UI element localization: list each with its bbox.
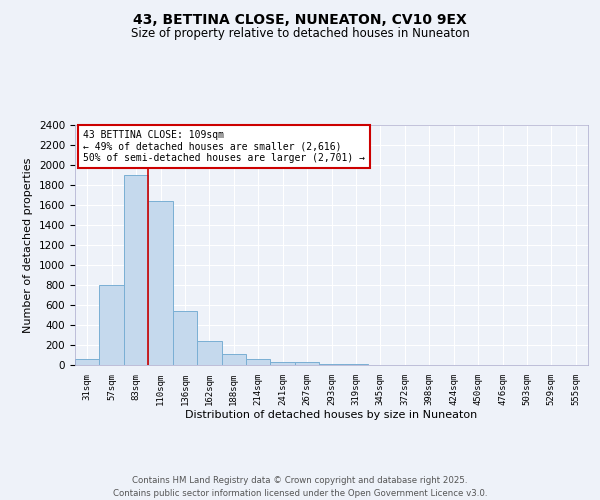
Text: 43, BETTINA CLOSE, NUNEATON, CV10 9EX: 43, BETTINA CLOSE, NUNEATON, CV10 9EX	[133, 12, 467, 26]
Bar	[197, 341, 221, 365]
Y-axis label: Number of detached properties: Number of detached properties	[23, 158, 34, 332]
X-axis label: Distribution of detached houses by size in Nuneaton: Distribution of detached houses by size …	[185, 410, 478, 420]
Bar	[319, 364, 344, 365]
Bar	[295, 362, 319, 365]
Bar	[75, 359, 100, 365]
Bar	[173, 311, 197, 365]
Text: 43 BETTINA CLOSE: 109sqm
← 49% of detached houses are smaller (2,616)
50% of sem: 43 BETTINA CLOSE: 109sqm ← 49% of detach…	[83, 130, 365, 163]
Bar	[344, 364, 368, 365]
Bar	[246, 359, 271, 365]
Bar	[100, 285, 124, 365]
Bar	[124, 175, 148, 365]
Bar	[271, 362, 295, 365]
Text: Size of property relative to detached houses in Nuneaton: Size of property relative to detached ho…	[131, 28, 469, 40]
Bar	[148, 201, 173, 365]
Text: Contains HM Land Registry data © Crown copyright and database right 2025.
Contai: Contains HM Land Registry data © Crown c…	[113, 476, 487, 498]
Bar	[221, 354, 246, 365]
